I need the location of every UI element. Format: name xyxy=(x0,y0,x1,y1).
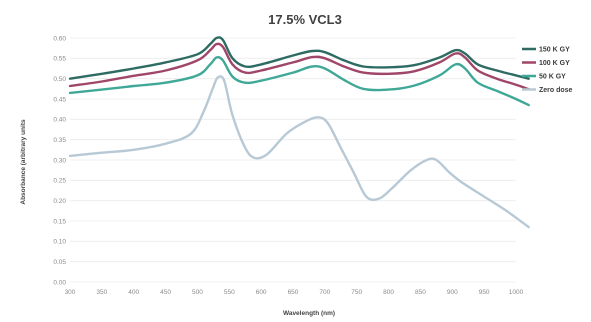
y-tick-label: 0.00 xyxy=(53,279,66,286)
y-tick-label: 0.30 xyxy=(53,157,66,164)
y-axis-title: Absorbance (arbitrary units xyxy=(20,119,27,205)
legend-label-150-k-gy: 150 K GY xyxy=(539,47,570,54)
y-tick-label: 0.05 xyxy=(53,259,66,266)
x-tick-label: 750 xyxy=(351,289,362,296)
x-tick-label: 550 xyxy=(224,289,235,296)
x-tick-label: 850 xyxy=(415,289,426,296)
x-tick-label: 350 xyxy=(96,289,107,296)
series-line-50-k-gy xyxy=(68,56,530,107)
y-tick-label: 0.20 xyxy=(53,198,66,205)
legend-label-zero-dose: Zero dose xyxy=(539,87,573,94)
x-tick-label: 900 xyxy=(447,289,458,296)
grid xyxy=(70,37,516,283)
series-line-100-k-gy xyxy=(68,42,530,91)
x-tick-label: 650 xyxy=(288,289,299,296)
y-tick-label: 0.15 xyxy=(53,218,66,225)
series-line-zero-dose xyxy=(68,75,530,229)
x-tick-label: 800 xyxy=(383,289,394,296)
y-tick-label: 0.35 xyxy=(53,137,66,144)
x-tick-label: 400 xyxy=(128,289,139,296)
x-tick-label: 500 xyxy=(192,289,203,296)
legend-label-100-k-gy: 100 K GY xyxy=(539,60,570,67)
series-line-150-k-gy xyxy=(68,36,530,80)
x-tick-label: 950 xyxy=(479,289,490,296)
x-tick-label: 700 xyxy=(319,289,330,296)
y-tick-label: 0.45 xyxy=(53,96,66,103)
x-tick-labels: 300 350 400 450 500 550 600 650 700 750 800 850 900 9… xyxy=(65,289,524,296)
x-tick-label: 600 xyxy=(256,289,267,296)
legend-label-50-k-gy: 50 K GY xyxy=(539,74,566,81)
x-tick-label: 450 xyxy=(160,289,171,296)
series-lines xyxy=(68,36,530,229)
y-tick-labels: 0.00 0.05 0.10 0.15 0.20 0.25 0.30 0.35 0.40 0.45… xyxy=(53,35,66,286)
y-tick-label: 0.60 xyxy=(53,35,66,42)
y-tick-label: 0.55 xyxy=(53,56,66,63)
y-tick-label: 0.50 xyxy=(53,76,66,83)
x-axis-title: Wavelength (nm) xyxy=(283,310,335,317)
x-tick-label: 300 xyxy=(65,289,76,296)
y-tick-label: 0.25 xyxy=(53,178,66,185)
chart-title: 17.5% VCL3 xyxy=(268,12,342,27)
y-tick-label: 0.40 xyxy=(53,117,66,124)
x-tick-label: 1000 xyxy=(509,289,524,296)
y-tick-label: 0.10 xyxy=(53,239,66,246)
legend: 150 K GY 100 K GY 50 K GY Zero dose xyxy=(522,47,573,94)
